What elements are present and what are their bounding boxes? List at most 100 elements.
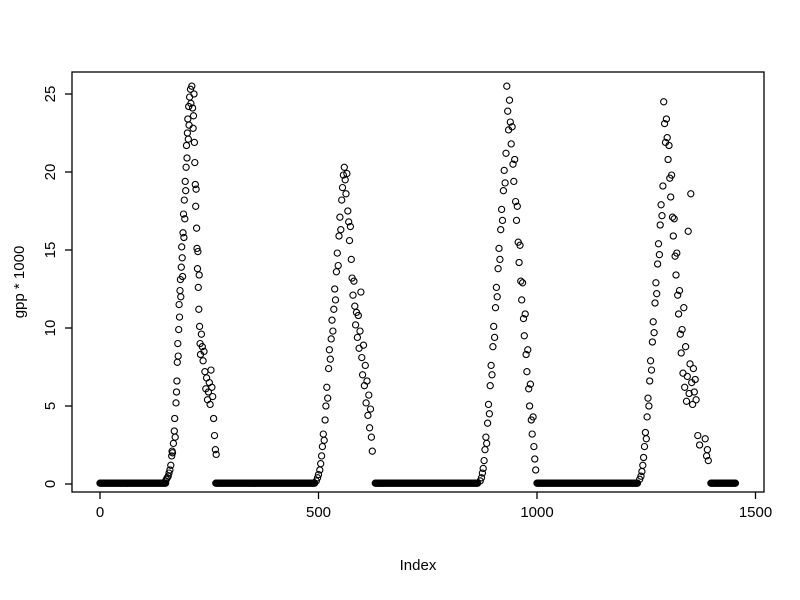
y-tick-label: 5 [42,402,59,410]
data-point-marker [180,233,188,242]
data-point-marker [361,361,369,370]
data-point-marker [345,218,353,226]
data-point-marker [179,229,187,237]
data-point-marker [490,333,499,342]
data-point-marker [665,141,673,150]
data-point-marker [332,268,341,276]
data-point-marker [175,313,184,321]
data-point-marker [180,196,188,204]
y-tick-label: 20 [42,164,59,181]
data-point-marker [688,400,697,409]
data-point-marker [322,402,330,410]
data-point-marker [178,254,186,262]
data-point-marker [367,433,376,441]
data-point-marker [207,366,215,374]
data-point-marker [326,355,334,363]
data-point-marker [694,431,702,440]
data-point-marker [317,452,326,460]
data-point-marker [325,346,334,354]
data-point-marker [200,347,208,356]
data-point-marker [177,293,185,301]
data-point-marker [330,305,338,313]
data-point-marker [333,249,341,257]
data-point-marker [492,283,501,292]
data-point-marker [678,325,686,334]
data-point-marker [486,382,494,390]
data-point-marker [212,450,220,459]
data-point-marker [175,325,183,334]
data-point-marker [169,439,178,448]
data-point-marker [184,115,192,123]
data-point-marker [689,364,698,373]
data-point-marker [701,435,709,443]
data-point-marker [358,353,366,362]
data-point-marker [365,391,373,399]
data-point-marker [668,213,677,221]
data-point-marker [197,330,206,338]
data-point-marker [331,296,340,304]
data-point-marker [349,291,357,299]
data-point-marker [479,464,487,473]
data-point-marker [532,466,540,474]
data-point-marker [498,216,507,225]
data-point-marker [177,263,185,271]
data-point-marker [358,371,367,379]
data-point-marker [502,149,510,157]
data-point-marker [491,304,500,312]
data-point-marker [653,260,662,268]
data-point-marker [684,227,692,235]
x-tick-label: 1000 [520,504,553,521]
data-point-marker [176,286,184,295]
data-point-marker [182,163,190,171]
data-point-marker [323,383,331,391]
y-tick-label: 10 [42,320,59,337]
x-axis: 0 500 1000 1500 [96,492,772,521]
data-point-marker [184,135,192,143]
plot-box [71,71,765,493]
data-point-marker [655,251,664,259]
data-point-marker [731,479,740,487]
data-point-marker [201,368,209,376]
data-points-layer [96,82,740,487]
data-point-marker [175,300,183,309]
data-point-marker [681,383,689,391]
data-point-marker [517,277,525,285]
data-point-marker [174,352,182,360]
data-point-marker [674,291,682,299]
data-point-marker [525,402,534,410]
data-point-marker [193,244,201,253]
data-point-marker [643,413,651,421]
data-point-marker [208,383,216,391]
data-point-marker [335,232,343,240]
data-point-marker [646,377,654,385]
data-point-marker [523,368,531,376]
data-point-marker [497,205,506,214]
data-point-marker [520,332,528,340]
data-point-marker [209,414,218,423]
data-point-marker [670,215,678,223]
data-point-marker [171,414,179,423]
data-point-marker [365,424,374,432]
data-point-marker [495,244,503,253]
data-point-marker [211,446,220,454]
data-point-marker [351,302,359,310]
data-point-marker [338,196,346,204]
data-point-marker [526,380,535,388]
data-point-marker [331,285,339,293]
data-point-marker [664,155,672,164]
data-point-marker [173,377,181,385]
data-point-marker [366,405,375,413]
data-point-marker [356,327,364,335]
data-point-marker [182,187,190,195]
data-point-marker [353,333,362,342]
data-point-marker [327,335,335,343]
data-point-marker [675,286,684,295]
data-point-marker [681,343,690,351]
data-point-marker [363,377,371,385]
data-point-marker [324,364,333,373]
data-point-marker [210,431,219,440]
data-point-marker [673,249,681,257]
data-point-marker [483,419,492,427]
data-point-marker [172,399,180,407]
y-tick-label: 15 [42,242,59,259]
